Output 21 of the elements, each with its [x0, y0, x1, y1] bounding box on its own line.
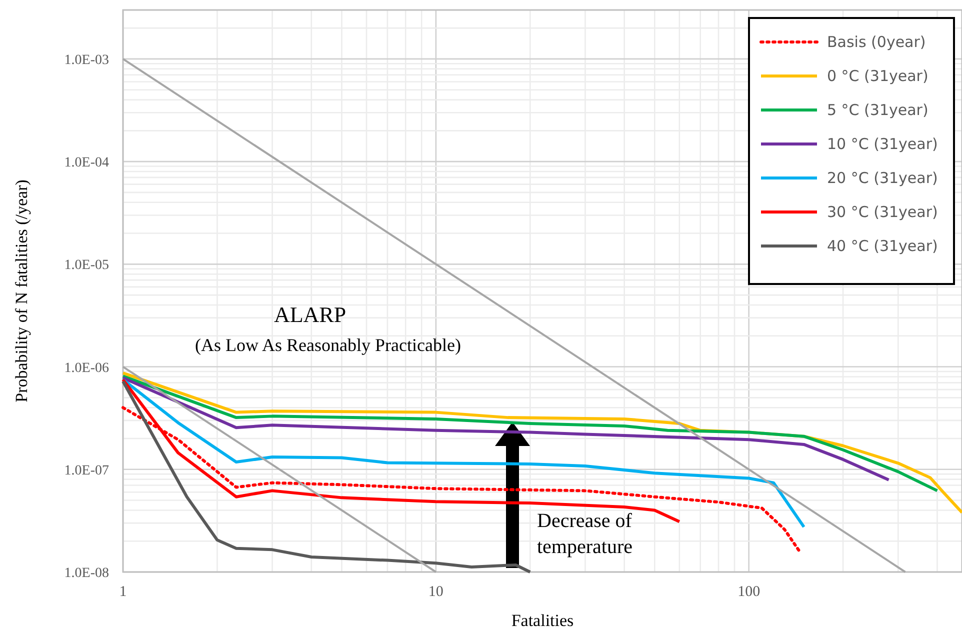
y-tick-label: 1.0E-06 [64, 360, 109, 376]
legend-label: 20 °C (31year) [827, 169, 938, 187]
legend-label: 0 °C (31year) [827, 67, 928, 85]
x-axis-title: Fatalities [511, 611, 574, 630]
x-tick-label: 100 [738, 584, 760, 600]
x-tick-label: 1 [119, 584, 127, 600]
annotation: (As Low As Reasonably Practicable) [195, 335, 461, 355]
annotation: Decrease of temperature [537, 510, 633, 558]
y-axis-title: Probability of N fatalities (/year) [12, 180, 31, 402]
y-tick-label: 1.0E-05 [64, 258, 109, 274]
y-tick-label: 1.0E-07 [64, 463, 109, 478]
y-tick-label: 1.0E-08 [64, 566, 109, 581]
y-tick-label: 1.0E-03 [64, 52, 109, 68]
x-tick-label: 10 [428, 584, 444, 600]
legend-label: 10 °C (31year) [827, 135, 938, 153]
legend-label: 5 °C (31year) [827, 101, 928, 119]
legend-label: 40 °C (31year) [827, 237, 938, 255]
y-tick-label: 1.0E-04 [64, 156, 109, 171]
legend-label: Basis (0year) [827, 33, 926, 51]
annotation: ALARP [274, 302, 346, 327]
legend-label: 30 °C (31year) [827, 203, 938, 221]
